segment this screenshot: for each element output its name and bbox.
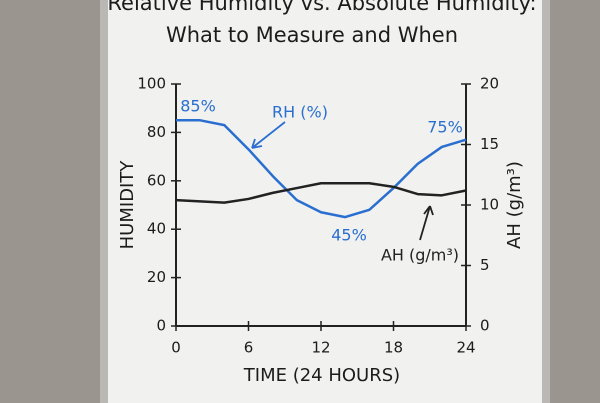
y2-tick-label: 20 [480,75,499,93]
chart-subtitle: What to Measure and When [166,23,458,47]
arrow [419,205,434,241]
y-tick-label: 20 [147,268,166,286]
series-line [175,181,467,204]
x-tick-label: 0 [171,339,181,357]
annotation: 75% [427,118,463,137]
y-tick-label: 0 [156,317,166,335]
arrow [251,121,286,149]
y2-tick-label: 10 [480,196,499,214]
series-label: RH (%) [272,103,328,122]
y-tick-label: 100 [137,75,166,93]
series-line [176,119,467,219]
chart-title: Relative Humidity vs. Absolute Humidity: [107,0,536,15]
x-tick-label: 24 [456,339,475,357]
annotation: 45% [331,226,367,245]
x-tick-label: 12 [311,339,330,357]
y-axis-label: HUMIDITY [117,160,138,250]
y2-tick-label: 15 [480,135,499,153]
series-label: AH (g/m³) [381,246,459,265]
y2-axis-label: AH (g/m³) [504,161,525,249]
y-tick-label: 80 [147,123,166,141]
x-tick-label: 6 [244,339,254,357]
y2-tick-label: 0 [480,317,490,335]
y-tick-label: 60 [147,171,166,189]
x-axis-label: TIME (24 HOURS) [243,365,400,386]
annotation: 85% [180,97,216,116]
x-tick-label: 18 [384,339,403,357]
y2-tick-label: 5 [480,256,490,274]
y-tick-label: 40 [147,220,166,238]
